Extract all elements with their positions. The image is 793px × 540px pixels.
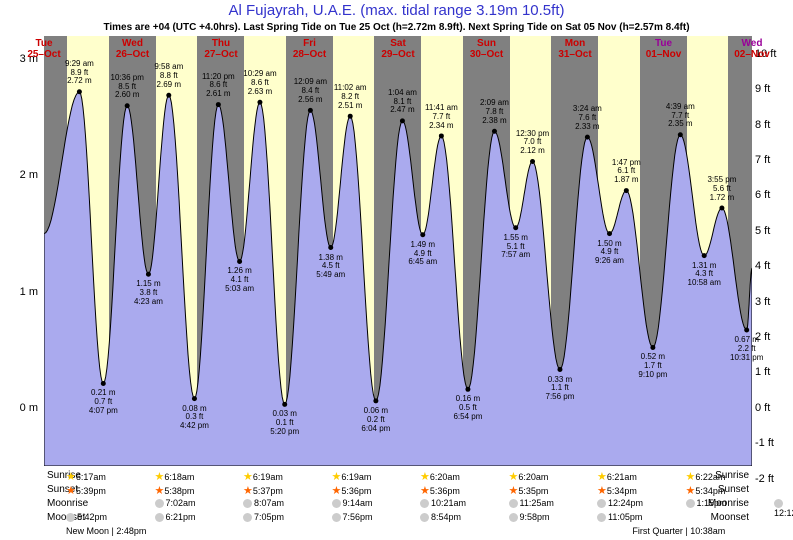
sunset-item: ★5:38pm <box>155 484 195 497</box>
sunrise-item: ★6:22am <box>686 470 726 483</box>
day-header: Wed26–Oct <box>108 38 158 60</box>
moonrise-item: 7:02am <box>155 498 196 508</box>
tide-chart: Al Fujayrah, U.A.E. (max. tidal range 3.… <box>0 0 793 539</box>
moonset-item: 9:58pm <box>509 512 550 522</box>
moonset-item: 7:05pm <box>243 512 284 522</box>
plot-area: 9:29 am8.9 ft2.72 m0.21 m0.7 ft4:07 pm10… <box>44 36 752 466</box>
moon-phase: New Moon | 2:48pm <box>66 526 146 536</box>
moonphase-row: New Moon | 2:48pm First Quarter | 10:38am <box>44 526 752 540</box>
y-tick-right: 9 ft <box>755 83 785 95</box>
moonrise-row: Moonrise Moonrise 7:02am8:07am9:14am10:2… <box>44 498 752 512</box>
sunrise-item: ★6:19am <box>243 470 283 483</box>
sunrise-item: ★6:21am <box>597 470 637 483</box>
tide-curve <box>44 36 752 466</box>
sunrise-row: Sunrise Sunrise ★6:17am★6:18am★6:19am★6:… <box>44 470 752 484</box>
sunset-item: ★5:34pm <box>597 484 637 497</box>
moonrise-label: Moonrise <box>47 498 88 509</box>
day-header: Tue01–Nov <box>639 38 689 60</box>
moonrise-item: 12:24pm <box>597 498 643 508</box>
day-header: Mon31–Oct <box>550 38 600 60</box>
sunrise-item: ★6:18am <box>155 470 195 483</box>
y-tick-right: 8 ft <box>755 119 785 131</box>
day-header: Wed02–Nov <box>727 38 777 60</box>
moonrise-item: 12:12am <box>774 498 793 518</box>
y-tick-right: 1 ft <box>755 366 785 378</box>
moon-phase: First Quarter | 10:38am <box>632 526 725 536</box>
moonset-item: 11:05pm <box>597 512 642 522</box>
day-header: Sat29–Oct <box>373 38 423 60</box>
y-tick-right: 0 ft <box>755 402 785 414</box>
moonrise-item: 8:07am <box>243 498 284 508</box>
y-tick-left: 1 m <box>8 286 38 298</box>
moonset-item: 6:21pm <box>155 512 196 522</box>
day-header: Fri28–Oct <box>285 38 335 60</box>
y-tick-right: -2 ft <box>755 473 785 485</box>
moonrise-item: 9:14am <box>332 498 373 508</box>
moonset-row: Moonset Moonset 5:42pm6:21pm7:05pm7:56pm… <box>44 512 752 526</box>
moonset-item: 7:56pm <box>332 512 373 522</box>
sunset-item: ★5:34pm <box>686 484 726 497</box>
sunset-item: ★5:36pm <box>420 484 460 497</box>
day-header: Sun30–Oct <box>462 38 512 60</box>
y-tick-right: 5 ft <box>755 225 785 237</box>
moonrise-item: 11:25am <box>509 498 554 508</box>
moonset-item: 8:54pm <box>420 512 461 522</box>
sunset-item: ★5:35pm <box>509 484 549 497</box>
y-tick-right: 4 ft <box>755 260 785 272</box>
sunset-row: Sunset Sunset ★5:39pm★5:38pm★5:37pm★5:36… <box>44 484 752 498</box>
y-tick-left: 0 m <box>8 402 38 414</box>
moonrise-item: 10:21am <box>420 498 466 508</box>
moonset-label-r: Moonset <box>711 512 749 523</box>
y-tick-right: 7 ft <box>755 154 785 166</box>
y-tick-left: 2 m <box>8 169 38 181</box>
y-tick-right: -1 ft <box>755 437 785 449</box>
sunrise-item: ★6:20am <box>420 470 460 483</box>
chart-title: Al Fujayrah, U.A.E. (max. tidal range 3.… <box>0 2 793 19</box>
sunset-item: ★5:39pm <box>66 484 106 497</box>
sunrise-item: ★6:19am <box>332 470 372 483</box>
y-tick-right: 6 ft <box>755 189 785 201</box>
day-header: Thu27–Oct <box>196 38 246 60</box>
sunset-item: ★5:36pm <box>332 484 372 497</box>
sunrise-item: ★6:20am <box>509 470 549 483</box>
sunset-item: ★5:37pm <box>243 484 283 497</box>
moonrise-item: 1:15pm <box>686 498 727 508</box>
y-tick-right: 3 ft <box>755 296 785 308</box>
day-header: Tue25–Oct <box>19 38 69 60</box>
y-tick-right: 2 ft <box>755 331 785 343</box>
sunrise-item: ★6:17am <box>66 470 106 483</box>
moonset-item: 5:42pm <box>66 512 107 522</box>
chart-subtitle: Times are +04 (UTC +4.0hrs). Last Spring… <box>0 22 793 33</box>
